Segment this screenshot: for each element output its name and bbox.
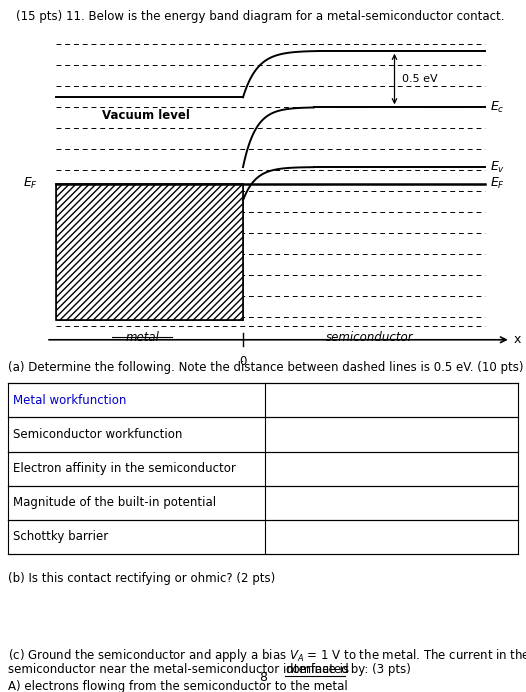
Text: metal: metal <box>125 331 159 345</box>
Text: dominated: dominated <box>285 663 349 676</box>
Text: (b) Is this contact rectifying or ohmic? (2 pts): (b) Is this contact rectifying or ohmic?… <box>8 572 275 585</box>
Text: Semiconductor workfunction: Semiconductor workfunction <box>13 428 183 441</box>
Text: $E_v$: $E_v$ <box>490 159 505 174</box>
Text: Electron affinity in the semiconductor: Electron affinity in the semiconductor <box>13 462 236 475</box>
Text: (a) Determine the following. Note the distance between dashed lines is 0.5 eV. (: (a) Determine the following. Note the di… <box>8 361 523 374</box>
Text: $E_c$: $E_c$ <box>490 100 505 115</box>
Text: semiconductor: semiconductor <box>326 331 413 345</box>
Text: $E_F$: $E_F$ <box>24 176 38 191</box>
Text: (15 pts) 11. Below is the energy band diagram for a metal-semiconductor contact.: (15 pts) 11. Below is the energy band di… <box>16 10 504 24</box>
Text: x: x <box>513 334 521 346</box>
Text: 0.5 eV: 0.5 eV <box>402 74 438 84</box>
Text: Schottky barrier: Schottky barrier <box>13 530 108 543</box>
Bar <box>56 183 243 320</box>
Text: 8: 8 <box>259 671 267 684</box>
Text: Magnitude of the built-in potential: Magnitude of the built-in potential <box>13 496 216 509</box>
Text: 0: 0 <box>239 355 247 367</box>
Text: A) electrons flowing from the semiconductor to the metal: A) electrons flowing from the semiconduc… <box>8 680 348 692</box>
Text: Vacuum level: Vacuum level <box>102 109 189 122</box>
Text: Metal workfunction: Metal workfunction <box>13 394 126 407</box>
Text: by: (3 pts): by: (3 pts) <box>347 663 411 676</box>
Text: (c) Ground the semiconductor and apply a bias $V_A$ = 1 V to the metal. The curr: (c) Ground the semiconductor and apply a… <box>8 647 526 664</box>
Text: semiconductor near the metal-semiconductor interface is: semiconductor near the metal-semiconduct… <box>8 663 353 676</box>
Text: $E_F$: $E_F$ <box>490 176 505 191</box>
Bar <box>56 183 243 320</box>
